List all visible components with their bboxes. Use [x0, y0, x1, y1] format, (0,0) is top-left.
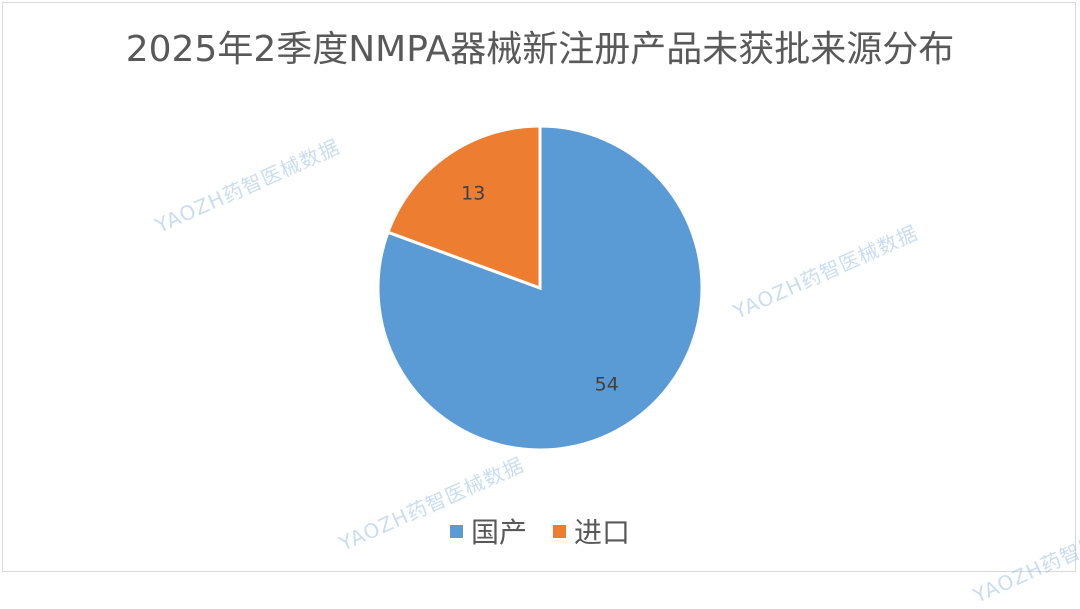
pie-chart: 54 13 — [376, 124, 704, 452]
pie-slice-imported — [385, 124, 542, 291]
legend-swatch-domestic — [449, 524, 463, 538]
legend-item-imported: 进口 — [553, 511, 630, 551]
chart-title: 2025年2季度NMPA器械新注册产品未获批来源分布 — [125, 29, 955, 70]
data-label-imported: 13 — [461, 182, 485, 204]
legend-item-domestic: 国产 — [449, 511, 527, 551]
legend-label-imported: 进口 — [574, 516, 631, 549]
data-label-domestic: 54 — [595, 374, 619, 396]
chart-legend: 国产 进口 — [0, 511, 1080, 551]
legend-swatch-imported — [553, 524, 566, 538]
legend-label-domestic: 国产 — [470, 516, 527, 549]
